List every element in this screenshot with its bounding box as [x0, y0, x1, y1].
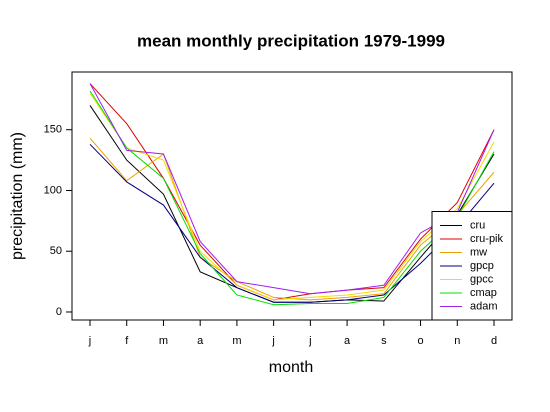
x-tick-label: m	[232, 335, 241, 347]
legend-label: gpcc	[470, 273, 494, 285]
x-tick-label: o	[417, 335, 423, 347]
x-tick-label: j	[271, 335, 274, 347]
series-line	[89, 143, 495, 303]
legend-label: cru	[470, 219, 485, 231]
x-tick-label: j	[308, 335, 311, 347]
legend-label: cru-pik	[470, 233, 504, 245]
y-tick-label: 150	[44, 124, 62, 136]
x-tick-label: a	[344, 335, 351, 347]
y-tick-label: 100	[44, 184, 62, 196]
x-axis-label: month	[269, 359, 313, 376]
chart-title: mean monthly precipitation 1979-1999	[137, 31, 445, 50]
legend-label: cmap	[470, 287, 497, 299]
x-tick-label: m	[159, 335, 168, 347]
x-tick-label: s	[381, 335, 387, 347]
series-line	[89, 92, 495, 301]
legend-label: adam	[470, 300, 498, 312]
legend-label: mw	[470, 246, 487, 258]
x-tick-label: j	[88, 335, 91, 347]
series-line	[89, 83, 495, 301]
x-tick-label: n	[454, 335, 460, 347]
legend-label: gpcp	[470, 260, 494, 272]
x-tick-label: a	[197, 335, 204, 347]
y-tick-label: 50	[50, 245, 62, 257]
series-line	[89, 90, 495, 306]
y-tick-label: 0	[56, 306, 62, 318]
plot-frame	[71, 71, 513, 321]
y-axis-label: precipitation (mm)	[9, 132, 26, 260]
x-tick-label: f	[125, 335, 129, 347]
x-tick-label: d	[491, 335, 497, 347]
series-line	[89, 83, 495, 295]
